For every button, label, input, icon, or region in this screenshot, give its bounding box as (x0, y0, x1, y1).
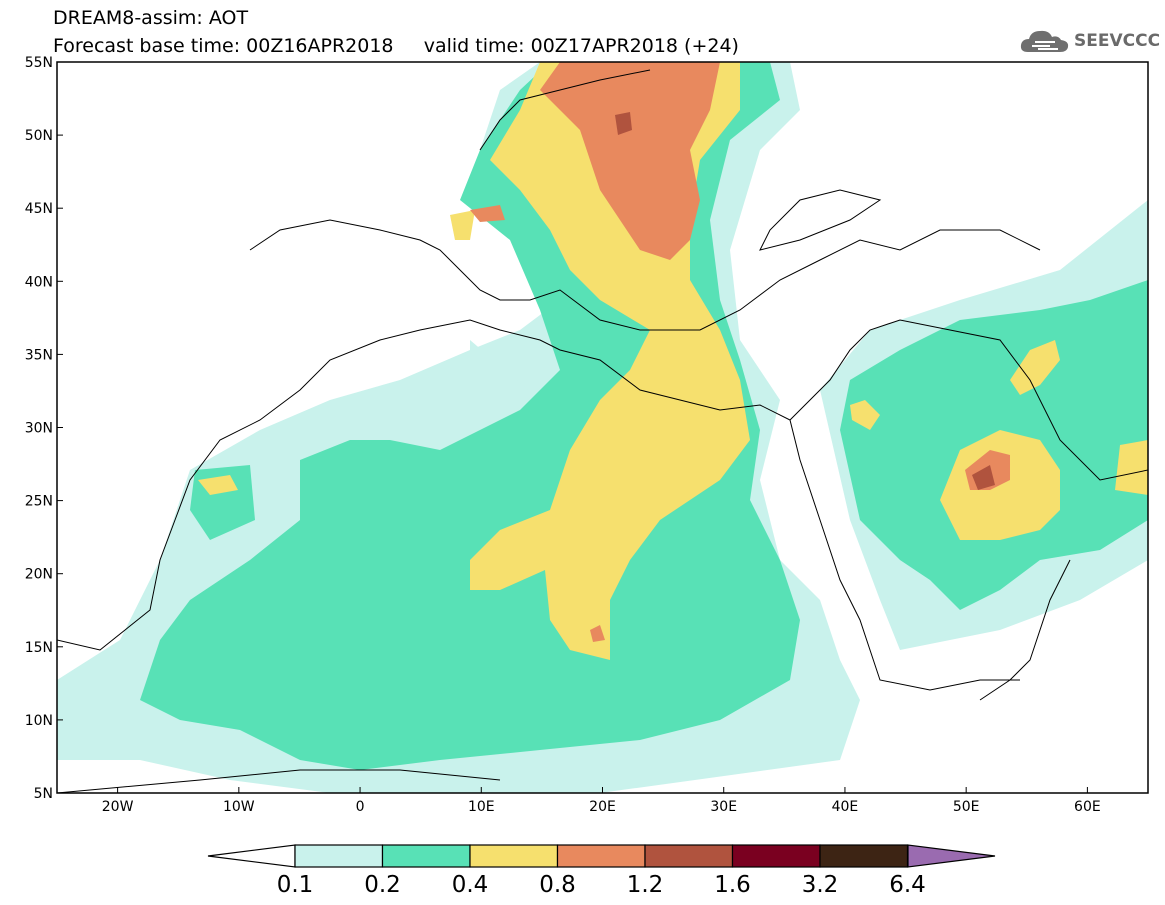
lon-tick-label: 40E (832, 799, 859, 815)
lon-tick-label: 20W (102, 799, 134, 815)
forecast-times: Forecast base time: 00Z16APR2018 valid t… (53, 35, 739, 57)
lon-tick-label: 60E (1074, 799, 1101, 815)
legend-color-box (819, 844, 909, 868)
lat-tick-label: 55N (25, 55, 53, 71)
seevccc-logo: SEEVCCC (1020, 26, 1160, 56)
lon-tick-label: 10E (468, 799, 495, 815)
lon-tick-label: 10W (223, 799, 255, 815)
lon-tick-label: 0 (356, 799, 365, 815)
lat-tick-label: 30N (25, 421, 53, 437)
lon-tick-label: 30E (710, 799, 737, 815)
color-legend: 0.1 0.2 0.4 0.8 1.2 1.6 3.2 6.4 (207, 844, 996, 898)
axis-ticks: 55N 50N 45N 40N 35N 30N 25N 20N 15N 10N 5N 20W 10W 0 1… (25, 55, 1101, 815)
lon-tick-label: 20E (589, 799, 616, 815)
legend-label: 0.2 (364, 872, 401, 898)
lat-tick-label: 20N (25, 567, 53, 583)
lat-tick-label: 50N (25, 128, 53, 144)
lat-tick-label: 35N (25, 347, 53, 363)
legend-boxes (294, 844, 909, 868)
logo-text: SEEVCCC (1074, 31, 1161, 51)
legend-label: 0.4 (452, 872, 489, 898)
map-title: DREAM8-assim: AOT (53, 7, 249, 29)
lat-tick-label: 5N (34, 786, 53, 802)
legend-label: 0.1 (277, 872, 314, 898)
legend-label: 1.2 (627, 872, 664, 898)
legend-label: 1.6 (714, 872, 751, 898)
legend-color-box (556, 844, 646, 868)
legend-color-box (644, 844, 734, 868)
aot-field (57, 62, 1148, 793)
legend-color-box (294, 844, 384, 868)
lon-tick-label: 50E (953, 799, 980, 815)
lat-tick-label: 15N (25, 640, 53, 656)
lat-tick-label: 10N (25, 713, 53, 729)
lat-tick-label: 25N (25, 494, 53, 510)
legend-color-box (381, 844, 471, 868)
legend-color-box (731, 844, 821, 868)
legend-over-triangle (907, 844, 996, 868)
cloud-icon (1020, 30, 1069, 52)
lat-tick-label: 45N (25, 201, 53, 217)
legend-labels: 0.1 0.2 0.4 0.8 1.2 1.6 3.2 6.4 (277, 872, 926, 898)
coastlines (57, 69, 1148, 793)
aot-band-1.2 (615, 112, 995, 490)
lat-tick-label: 40N (25, 274, 53, 290)
legend-label: 0.8 (539, 872, 576, 898)
legend-color-box (469, 844, 559, 868)
legend-label: 6.4 (889, 872, 926, 898)
legend-label: 3.2 (802, 872, 839, 898)
legend-under-triangle (207, 844, 296, 868)
